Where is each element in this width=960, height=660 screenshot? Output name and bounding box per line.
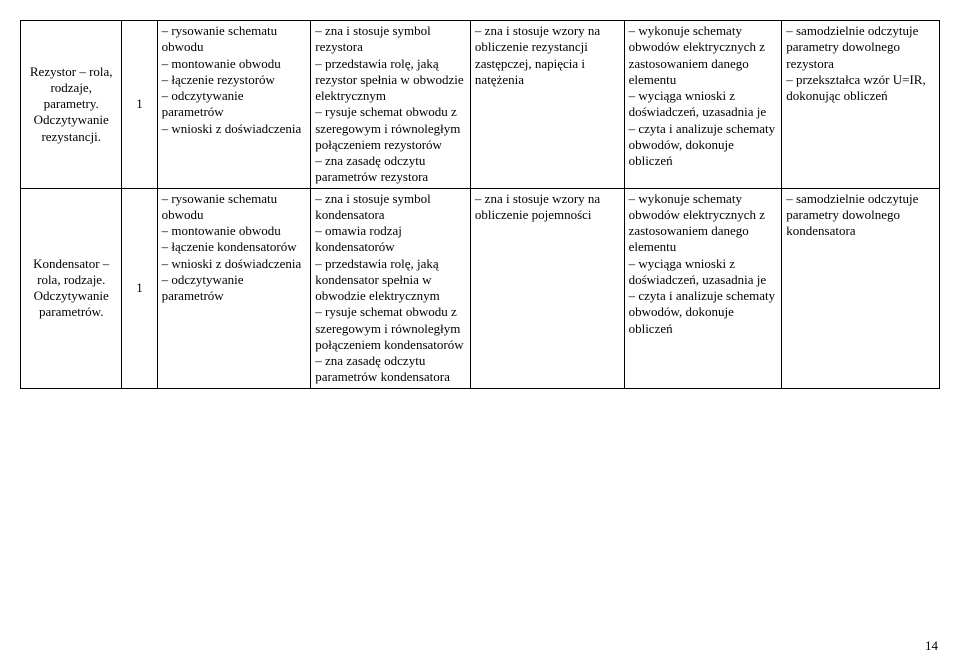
cell-hours: 1 — [122, 188, 157, 388]
page-number: 14 — [925, 638, 938, 654]
cell-activities: – rysowanie schematu obwodu – montowanie… — [157, 21, 311, 189]
table-row: Rezystor – rola, rodzaje, parametry. Odc… — [21, 21, 940, 189]
cell-topic: Rezystor – rola, rodzaje, parametry. Odc… — [21, 21, 122, 189]
cell-intermediate: – zna i stosuje wzory na obliczenie poje… — [470, 188, 624, 388]
cell-topic: Kondensator – rola, rodzaje. Odczytywani… — [21, 188, 122, 388]
cell-advanced: – wykonuje schematy obwodów elektrycznyc… — [624, 21, 782, 189]
cell-expert: – samodzielnie odczytuje parametry dowol… — [782, 188, 940, 388]
curriculum-table: Rezystor – rola, rodzaje, parametry. Odc… — [20, 20, 940, 389]
cell-expert: – samodzielnie odczytuje parametry dowol… — [782, 21, 940, 189]
cell-basic: – zna i stosuje symbol kondensatora – om… — [311, 188, 471, 388]
cell-basic: – zna i stosuje symbol rezystora – przed… — [311, 21, 471, 189]
cell-activities: – rysowanie schematu obwodu – montowanie… — [157, 188, 311, 388]
cell-hours: 1 — [122, 21, 157, 189]
table-row: Kondensator – rola, rodzaje. Odczytywani… — [21, 188, 940, 388]
cell-intermediate: – zna i stosuje wzory na obliczenie rezy… — [470, 21, 624, 189]
cell-advanced: – wykonuje schematy obwodów elektrycznyc… — [624, 188, 782, 388]
